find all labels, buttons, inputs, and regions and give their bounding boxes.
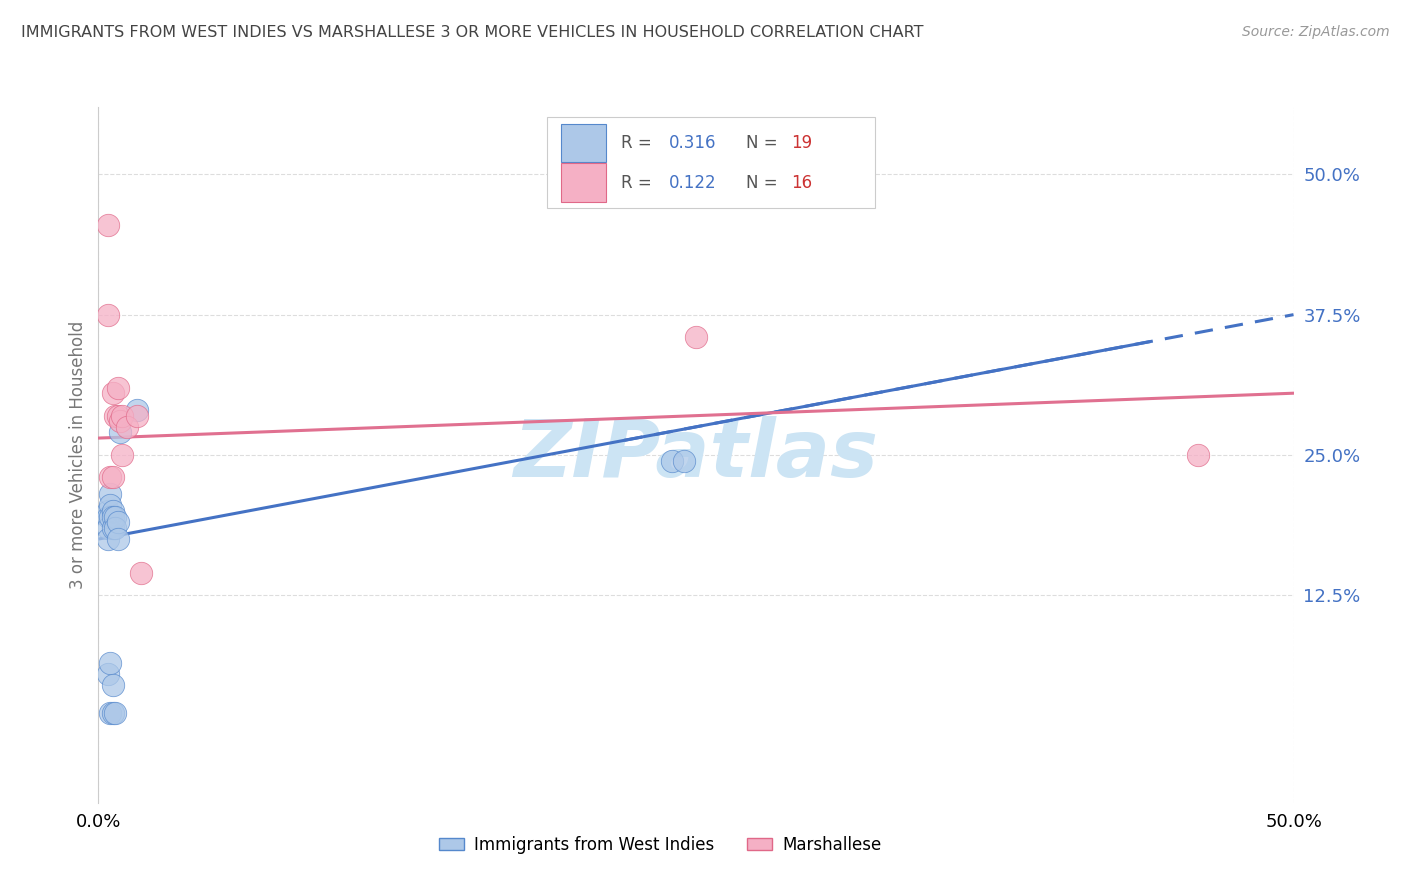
Point xyxy=(101,521,124,535)
Point xyxy=(101,470,124,484)
Point xyxy=(108,425,131,440)
Text: R =: R = xyxy=(620,174,657,192)
Text: 19: 19 xyxy=(792,134,813,152)
Point xyxy=(104,706,127,720)
Point xyxy=(108,414,131,428)
Point xyxy=(101,504,124,518)
Point xyxy=(104,521,127,535)
Point xyxy=(98,470,122,484)
Text: ZIPatlas: ZIPatlas xyxy=(513,416,879,494)
Point xyxy=(685,330,707,344)
Point xyxy=(97,666,120,681)
Point xyxy=(97,308,120,322)
Point xyxy=(107,515,129,529)
Point xyxy=(101,509,124,524)
Point xyxy=(97,532,120,546)
Point xyxy=(98,509,122,524)
Point xyxy=(98,487,122,501)
Text: IMMIGRANTS FROM WEST INDIES VS MARSHALLESE 3 OR MORE VEHICLES IN HOUSEHOLD CORRE: IMMIGRANTS FROM WEST INDIES VS MARSHALLE… xyxy=(21,25,924,40)
Text: 0.316: 0.316 xyxy=(668,134,716,152)
Point xyxy=(107,532,129,546)
Point xyxy=(101,386,124,401)
Point xyxy=(104,409,127,423)
Point xyxy=(115,420,138,434)
Text: Source: ZipAtlas.com: Source: ZipAtlas.com xyxy=(1241,25,1389,39)
Point xyxy=(97,218,120,232)
Text: 0.122: 0.122 xyxy=(668,174,716,192)
Text: N =: N = xyxy=(747,134,783,152)
Point xyxy=(104,509,127,524)
Point xyxy=(111,448,134,462)
Y-axis label: 3 or more Vehicles in Household: 3 or more Vehicles in Household xyxy=(69,321,87,589)
FancyBboxPatch shape xyxy=(561,163,606,202)
Point xyxy=(131,566,153,580)
Point xyxy=(101,706,124,720)
Point xyxy=(98,656,122,670)
Legend: Immigrants from West Indies, Marshallese: Immigrants from West Indies, Marshallese xyxy=(432,830,889,861)
Point xyxy=(1187,448,1209,462)
Text: 16: 16 xyxy=(792,174,813,192)
Point xyxy=(97,521,120,535)
FancyBboxPatch shape xyxy=(561,124,606,162)
Point xyxy=(125,409,148,423)
Point xyxy=(673,453,696,467)
Text: R =: R = xyxy=(620,134,657,152)
Point xyxy=(97,504,120,518)
Point xyxy=(111,409,134,423)
Point xyxy=(107,381,129,395)
Point xyxy=(101,678,124,692)
Point xyxy=(107,409,129,423)
FancyBboxPatch shape xyxy=(547,118,876,208)
Point xyxy=(98,706,122,720)
Point xyxy=(661,453,683,467)
Text: N =: N = xyxy=(747,174,783,192)
Point xyxy=(125,403,148,417)
Point xyxy=(97,509,120,524)
Point xyxy=(98,499,122,513)
